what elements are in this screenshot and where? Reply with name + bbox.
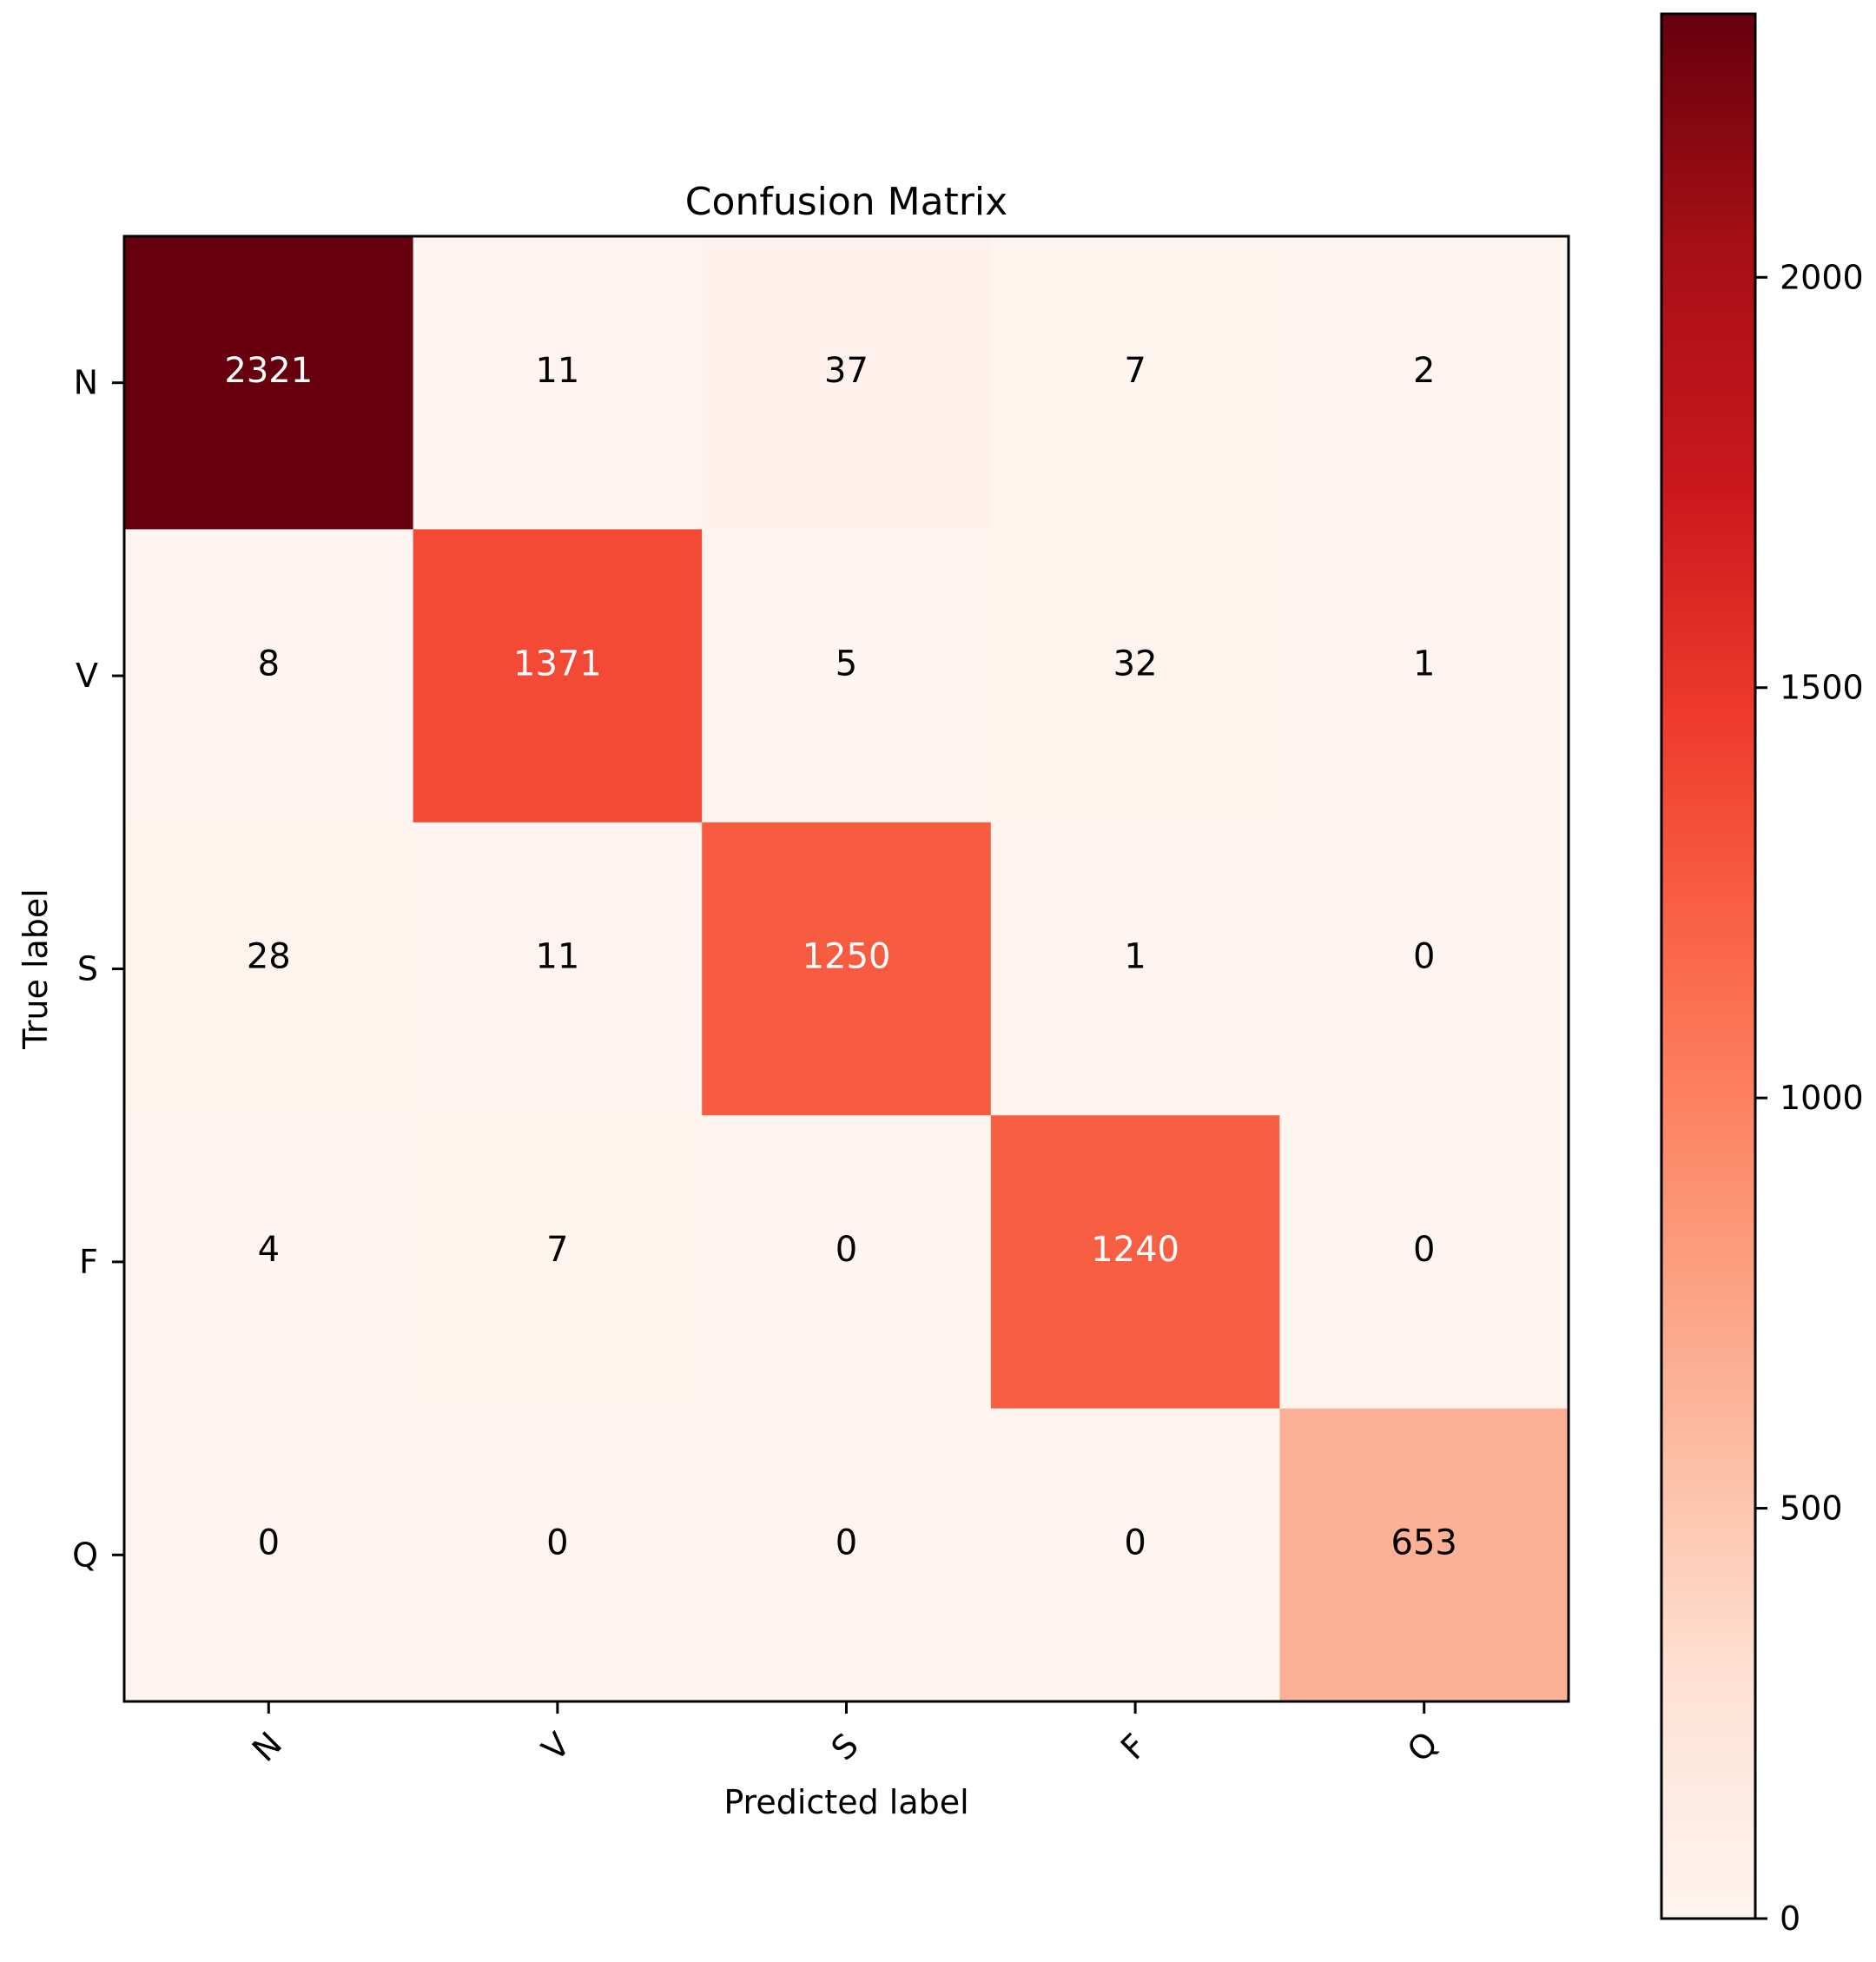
matrix-cell-value: 5 xyxy=(836,644,857,684)
matrix-cell-v-f xyxy=(990,529,1280,823)
matrix-cell-s-v xyxy=(413,822,703,1116)
x-tick-label: Q xyxy=(1400,1724,1445,1769)
matrix-cell-v-v xyxy=(413,529,703,823)
matrix-cell-value: 0 xyxy=(546,1523,568,1562)
matrix-cell-s-n xyxy=(124,822,414,1116)
x-axis-label: Predicted label xyxy=(723,1783,968,1821)
matrix-cell-value: 0 xyxy=(836,1230,857,1270)
matrix-cell-value: 0 xyxy=(1124,1523,1146,1562)
matrix-cell-value: 7 xyxy=(546,1230,568,1270)
x-tick-label: V xyxy=(534,1725,577,1767)
matrix-cell-n-v xyxy=(413,236,703,530)
matrix-cell-value: 0 xyxy=(258,1523,280,1562)
matrix-cell-value: 1 xyxy=(1413,644,1435,684)
colorbar: 0 500 1000 1500 2000 xyxy=(1660,12,1864,1938)
matrix-cell-s-s xyxy=(702,822,992,1116)
matrix-cell-f-s xyxy=(702,1115,992,1410)
matrix-cell-value: 0 xyxy=(836,1523,857,1562)
y-tick-label: N xyxy=(74,364,98,402)
matrix-cell-value: 1250 xyxy=(803,937,891,977)
y-tick-label: F xyxy=(79,1243,98,1281)
y-tick-label: Q xyxy=(72,1536,98,1574)
matrix-cell-q-n xyxy=(124,1408,414,1702)
matrix-cell-s-f xyxy=(990,822,1280,1116)
matrix-cell-value: 1240 xyxy=(1091,1230,1179,1270)
matrix-cell-value: 11 xyxy=(535,937,579,977)
x-tick-label: S xyxy=(824,1726,866,1767)
matrix-cell-value: 1371 xyxy=(513,644,602,684)
matrix-cell-v-q xyxy=(1279,529,1569,823)
matrix-cell-value: 2 xyxy=(1413,351,1435,391)
colorbar-tick-label: 2000 xyxy=(1780,258,1864,296)
matrix-cell-n-n xyxy=(124,236,414,530)
heatmap-cells: 2321 11 37 7 28 1371 5 32 128 11 1250 1 04 7 0 1240 00 0 0… xyxy=(124,236,1569,1702)
matrix-cell-v-n xyxy=(124,529,414,823)
matrix-cell-value: 0 xyxy=(1413,1230,1435,1270)
matrix-cell-value: 2321 xyxy=(224,351,313,391)
colorbar-gradient xyxy=(1660,12,1757,1920)
colorbar-tick-label: 1000 xyxy=(1780,1079,1864,1117)
matrix-cell-value: 4 xyxy=(258,1230,280,1270)
matrix-cell-f-n xyxy=(124,1115,414,1410)
colorbar-tick-label: 0 xyxy=(1780,1899,1800,1938)
matrix-cell-value: 37 xyxy=(824,351,869,391)
matrix-cell-value: 0 xyxy=(1413,937,1435,977)
y-tick-label: S xyxy=(77,950,98,988)
matrix-cell-v-s xyxy=(702,529,992,823)
matrix-cell-value: 7 xyxy=(1124,351,1146,391)
matrix-cell-value: 1 xyxy=(1124,937,1146,977)
matrix-cell-value: 28 xyxy=(247,937,291,977)
matrix-cell-q-q xyxy=(1279,1408,1569,1702)
chart-title: Confusion Matrix xyxy=(685,180,1007,224)
colorbar-tick-label: 1500 xyxy=(1780,669,1864,707)
matrix-cell-f-f xyxy=(990,1115,1280,1410)
matrix-cell-n-f xyxy=(990,236,1280,530)
matrix-cell-value: 11 xyxy=(535,351,579,391)
y-axis-ticks: N V S F Q xyxy=(72,364,124,1574)
matrix-cell-q-v xyxy=(413,1408,703,1702)
matrix-cell-f-v xyxy=(413,1115,703,1410)
matrix-cell-n-q xyxy=(1279,236,1569,530)
matrix-cell-value: 8 xyxy=(258,644,280,684)
x-tick-label: N xyxy=(245,1725,289,1769)
y-axis-label: True label xyxy=(17,889,55,1050)
y-tick-label: V xyxy=(76,657,98,695)
matrix-cell-q-s xyxy=(702,1408,992,1702)
matrix-cell-s-q xyxy=(1279,822,1569,1116)
matrix-cell-q-f xyxy=(990,1408,1280,1702)
colorbar-tick-label: 500 xyxy=(1780,1490,1843,1528)
matrix-cell-f-q xyxy=(1279,1115,1569,1410)
matrix-cell-value: 653 xyxy=(1391,1523,1457,1562)
x-tick-label: F xyxy=(1113,1727,1154,1767)
matrix-cell-n-s xyxy=(702,236,992,530)
matrix-cell-value: 32 xyxy=(1113,644,1158,684)
